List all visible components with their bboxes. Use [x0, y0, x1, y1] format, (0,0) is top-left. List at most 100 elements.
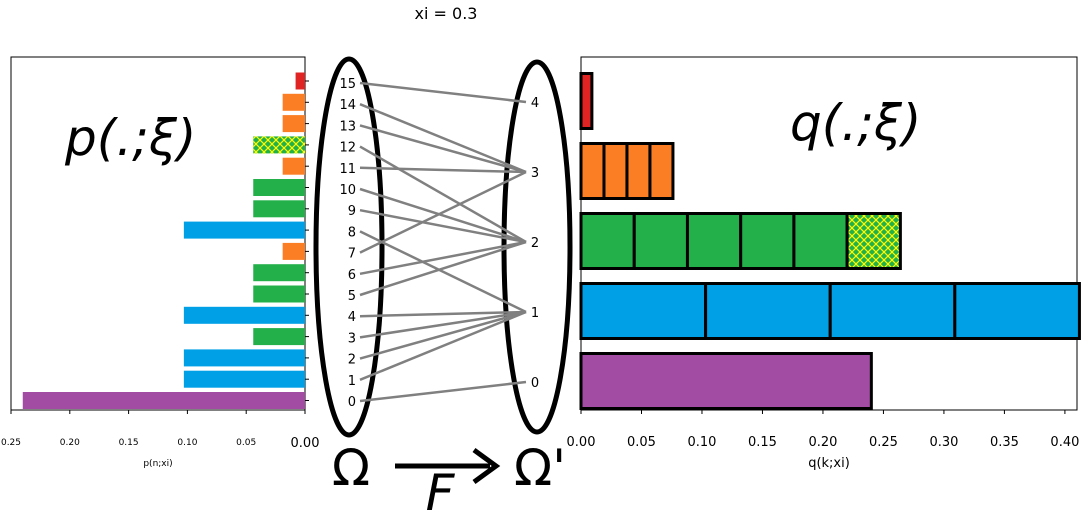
mapping-edge-4-to-1: [359, 310, 527, 318]
p-bar-10: [253, 179, 305, 196]
domain-label-13: 13: [339, 119, 356, 134]
p-x-tick-label: 0.05: [236, 438, 256, 448]
omega-ellipse: [313, 56, 385, 438]
q-bar-1-segment-1: [704, 282, 832, 340]
domain-label-0: 0: [348, 395, 356, 410]
p-bar-15: [295, 72, 305, 90]
domain-label-9: 9: [348, 204, 356, 219]
q-x-tick-label: 0.30: [929, 435, 958, 450]
p-bar-14: [282, 93, 305, 111]
page-title: xi = 0.3: [415, 4, 478, 23]
q-bar-hatch-2-5: [848, 215, 899, 267]
p-x-tick-label: 0.25: [1, 438, 21, 448]
map-label: F: [426, 464, 456, 519]
q-bars: [579, 72, 1081, 410]
domain-label-4: 4: [348, 310, 356, 325]
omega-prime-label: Ω': [514, 439, 566, 497]
p-bar-0: [22, 392, 305, 409]
p-x-tick-label: 0.00: [291, 436, 320, 451]
mapping-edge-5-to-2: [359, 240, 527, 297]
codomain-label-0: 0: [531, 376, 539, 391]
p-x-tick-label: 0.20: [60, 438, 80, 448]
q-bar-2-segment-3: [739, 212, 796, 270]
mapping-edge-0-to-0: [359, 380, 527, 403]
p-bar-2: [183, 349, 305, 367]
p-chart: 0.25 0.20 0.15 0.10 0.05 0.00 p(n;xi) p(.;ξ): [1, 56, 320, 469]
q-bar-1-segment-0: [579, 282, 708, 340]
p-x-tick-label: 0.10: [177, 438, 197, 448]
domain-label-8: 8: [348, 225, 356, 240]
mapping-edge-9-to-2: [359, 208, 527, 244]
domain-label-14: 14: [339, 98, 356, 113]
mapping-edge-12-to-2: [359, 145, 527, 244]
arrow-head: [472, 447, 501, 485]
q-bar-2-segment-4: [792, 212, 849, 270]
p-bar-4: [183, 306, 305, 324]
q-bar-3-segment-3: [648, 142, 675, 200]
p-bar-5: [253, 285, 305, 303]
p-x-tick-label: 0.15: [119, 438, 139, 448]
q-x-tick-label: 0.40: [1050, 435, 1079, 450]
omega-label: Ω: [332, 439, 370, 497]
q-x-tick-label: 0.15: [748, 435, 777, 450]
codomain-label-1: 1: [531, 306, 539, 321]
q-bar-1-segment-2: [828, 282, 957, 340]
p-bar-13: [282, 115, 305, 133]
domain-label-15: 15: [339, 77, 356, 92]
domain-label-12: 12: [339, 141, 356, 156]
p-bar-1: [183, 370, 305, 388]
q-x-tick-label: 0.20: [808, 435, 837, 450]
q-bar-4-segment-0: [579, 72, 594, 130]
q-x-tick-label: 0.05: [627, 435, 656, 450]
domain-label-6: 6: [348, 268, 356, 283]
q-x-tick-label: 0.10: [687, 435, 716, 450]
q-chart: 0.00 0.05 0.10 0.15 0.20 0.25 0.30 0.35 0.40 q(k…: [567, 56, 1081, 471]
q-bar-0-segment-0: [579, 352, 873, 410]
p-bar-6: [253, 264, 305, 282]
codomain-label-3: 3: [531, 166, 539, 181]
domain-label-2: 2: [348, 353, 356, 368]
domain-label-7: 7: [348, 247, 356, 262]
mapping-edge-8-to-1: [359, 230, 527, 314]
p-bar-3: [253, 328, 305, 346]
domain-label-5: 5: [348, 289, 356, 304]
p-bar-8: [183, 221, 305, 239]
q-bar-3-segment-2: [625, 142, 652, 200]
mapping-edges: [359, 81, 527, 403]
p-label: p(.;ξ): [64, 109, 196, 167]
q-bar-2-segment-2: [685, 212, 743, 270]
p-x-ticks: 0.25 0.20 0.15 0.10 0.05 0.00: [1, 410, 320, 451]
mapping-edge-7-to-3: [359, 170, 527, 254]
q-bar-2-segment-1: [632, 212, 689, 270]
q-label: q(.;ξ): [790, 94, 921, 152]
mapping-edge-1-to-1: [359, 310, 527, 381]
mapping-edge-15-to-4: [359, 81, 527, 104]
q-bar-1-segment-3: [953, 282, 1081, 340]
q-x-tick-label: 0.00: [567, 435, 596, 450]
p-bar-7: [282, 242, 305, 260]
p-bars: [22, 72, 305, 409]
q-bar-3-segment-0: [579, 142, 606, 200]
mapping-edge-2-to-1: [359, 310, 527, 360]
domain-label-11: 11: [339, 162, 356, 177]
mapping-edge-13-to-3: [359, 124, 527, 174]
mapping-edge-10-to-2: [359, 187, 527, 244]
p-x-axis-label: p(n;xi): [143, 459, 172, 469]
p-bar-9: [253, 200, 305, 218]
codomain-labels: 0 1 2 3 4: [531, 96, 539, 391]
codomain-label-4: 4: [531, 96, 539, 111]
mapping-edge-14-to-3: [359, 103, 527, 174]
q-x-ticks: 0.00 0.05 0.10 0.15 0.20 0.25 0.30 0.35 0.40: [567, 410, 1079, 450]
p-y-ticks: [305, 80, 309, 401]
q-bar-2-segment-0: [579, 212, 636, 270]
codomain-label-2: 2: [531, 236, 539, 251]
domain-label-3: 3: [348, 331, 356, 346]
arrow: [395, 447, 501, 485]
mapping-edge-11-to-3: [359, 166, 527, 174]
p-bar-hatch-12: [253, 136, 305, 154]
q-x-tick-label: 0.25: [869, 435, 898, 450]
domain-label-10: 10: [339, 183, 356, 198]
